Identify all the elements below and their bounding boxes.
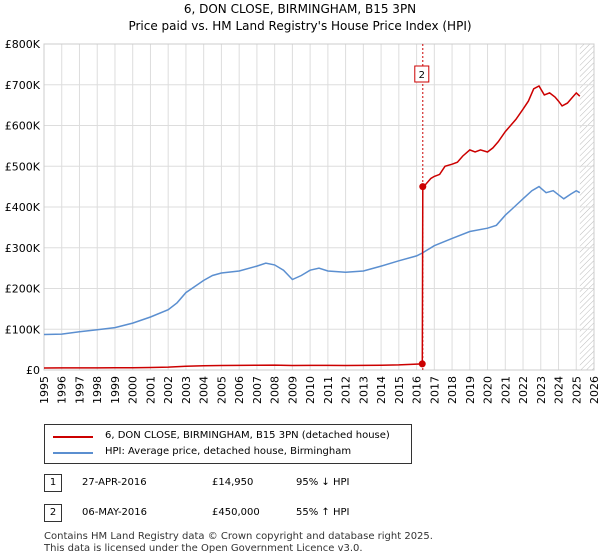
chart-title: 6, DON CLOSE, BIRMINGHAM, B15 3PN xyxy=(183,2,417,16)
sale-point xyxy=(418,360,426,368)
transaction-hpi-change: 55% ↑ HPI xyxy=(296,507,350,518)
x-tick-label: 1996 xyxy=(56,376,69,404)
hpi-line xyxy=(43,185,581,336)
x-tick-label: 2012 xyxy=(340,376,353,404)
footer-licence: This data is licensed under the Open Gov… xyxy=(44,543,363,554)
x-tick-label: 2001 xyxy=(144,376,157,404)
x-tick-label: 2010 xyxy=(304,376,317,404)
x-tick-label: 2005 xyxy=(215,376,228,404)
sale-marker-label: 2 xyxy=(419,70,425,81)
x-tick-label: 2018 xyxy=(446,376,459,404)
x-tick-label: 2019 xyxy=(464,376,477,404)
property-price-line xyxy=(43,85,581,369)
x-tick-label: 2020 xyxy=(482,376,495,404)
x-tick-label: 2014 xyxy=(375,376,388,404)
y-tick-label: £600K xyxy=(5,120,41,133)
x-tick-label: 2021 xyxy=(499,376,512,404)
x-tick-label: 1995 xyxy=(38,376,51,404)
x-tick-label: 2011 xyxy=(322,376,335,404)
plot-frame xyxy=(43,43,595,371)
y-tick-label: £500K xyxy=(5,160,41,173)
transaction-marker-label: 1 xyxy=(44,474,62,492)
legend-swatch-property xyxy=(53,436,93,438)
x-tick-label: 2002 xyxy=(162,376,175,404)
footer-copyright: Contains HM Land Registry data © Crown c… xyxy=(44,531,433,542)
transaction-marker-label: 2 xyxy=(44,504,62,522)
x-tick-label: 2024 xyxy=(553,376,566,404)
x-tick-label: 2003 xyxy=(180,376,193,404)
legend-swatch-hpi xyxy=(53,452,93,454)
x-tick-label: 1998 xyxy=(91,376,104,404)
x-tick-label: 2026 xyxy=(588,376,600,404)
transaction-date: 06-MAY-2016 xyxy=(82,507,148,518)
y-tick-label: £100K xyxy=(5,323,41,336)
x-tick-label: 1999 xyxy=(109,376,122,404)
transaction-price: £450,000 xyxy=(212,507,260,518)
x-tick-label: 2025 xyxy=(570,376,583,404)
sale-marker-box xyxy=(414,65,430,83)
x-tick-label: 2013 xyxy=(357,376,370,404)
y-tick-label: £0 xyxy=(26,364,40,377)
legend-label-property: 6, DON CLOSE, BIRMINGHAM, B15 3PN (detac… xyxy=(105,430,390,441)
y-tick-label: £200K xyxy=(5,283,41,296)
x-tick-label: 2008 xyxy=(269,376,282,404)
x-tick-label: 2016 xyxy=(411,376,424,404)
y-tick-label: £400K xyxy=(5,201,41,214)
transaction-price: £14,950 xyxy=(212,477,254,488)
x-tick-label: 2017 xyxy=(428,376,441,404)
x-tick-label: 2023 xyxy=(535,376,548,404)
chart-subtitle: Price paid vs. HM Land Registry's House … xyxy=(128,19,472,33)
x-tick-label: 2007 xyxy=(251,376,264,404)
x-tick-label: 2000 xyxy=(127,376,140,404)
chart-legend: 6, DON CLOSE, BIRMINGHAM, B15 3PN (detac… xyxy=(44,424,412,464)
legend-label-hpi: HPI: Average price, detached house, Birm… xyxy=(105,446,352,457)
transaction-date: 27-APR-2016 xyxy=(82,477,147,488)
x-tick-label: 2009 xyxy=(286,376,299,404)
x-tick-label: 2022 xyxy=(517,376,530,404)
y-tick-label: £700K xyxy=(5,79,41,92)
y-tick-label: £300K xyxy=(5,242,41,255)
x-tick-label: 1997 xyxy=(73,376,86,404)
sale-point xyxy=(419,183,427,191)
transaction-hpi-change: 95% ↓ HPI xyxy=(296,477,350,488)
y-tick-label: £800K xyxy=(5,38,41,51)
x-tick-label: 2006 xyxy=(233,376,246,404)
x-tick-label: 2015 xyxy=(393,376,406,404)
x-tick-label: 2004 xyxy=(198,376,211,404)
price-chart: £0 £100K £200K £300K £400K £500K £600K £700K £80… xyxy=(5,38,600,404)
